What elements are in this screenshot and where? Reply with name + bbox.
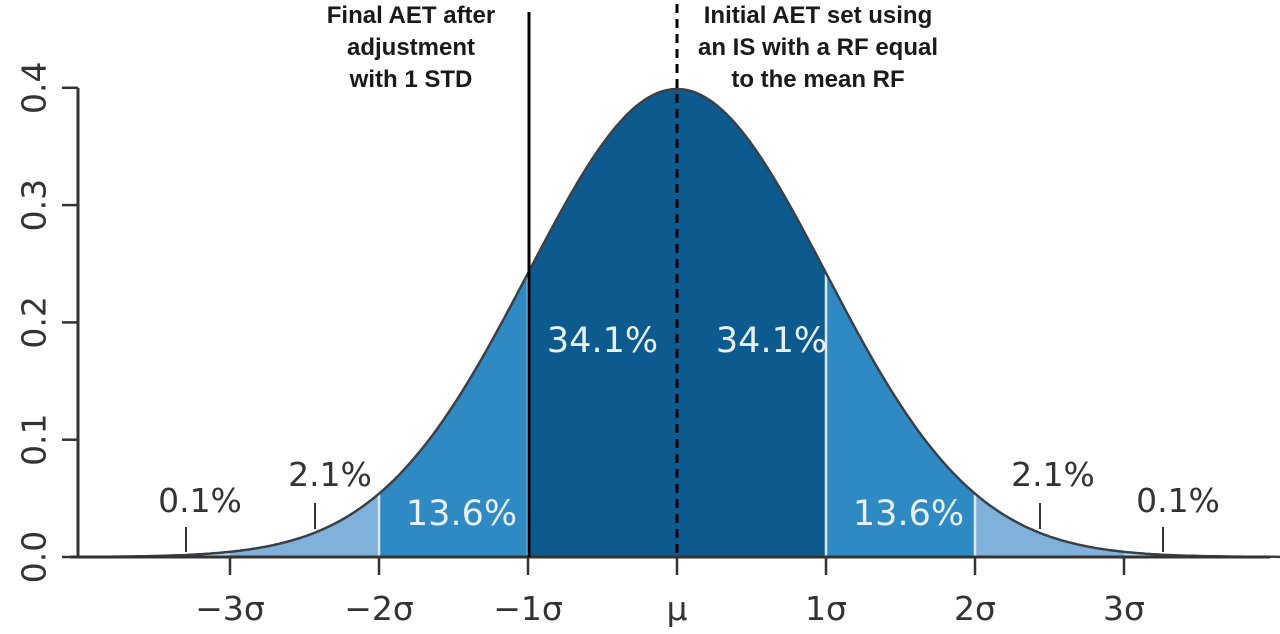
y-tick-label-0-1: 0.1 <box>15 413 54 465</box>
y-tick-label-0-4: 0.4 <box>15 62 54 114</box>
annotations-layer: Final AET after adjustment with 1 STD Initi… <box>327 2 938 557</box>
labels-layer: 34.1% 34.1% 13.6% 13.6% 2.1% 2.1% 0.1% 0.1% <box>158 321 1220 552</box>
y-tick-label-0-3: 0.3 <box>15 179 54 231</box>
pct-label-2: 13.6% <box>406 494 517 534</box>
annotation-text-0-2: with 1 STD <box>349 66 473 93</box>
x-tick-label-3: −3σ <box>195 589 265 628</box>
y-tick-label-0-2: 0.2 <box>15 296 54 348</box>
annotation-text-1-2: to the mean RF <box>731 66 904 93</box>
x-tick-label-2: 2σ <box>954 589 996 628</box>
region-5 <box>975 493 1124 557</box>
x-tick-label-2: −2σ <box>344 589 414 628</box>
curve-layer <box>81 87 1280 559</box>
region-4 <box>230 493 379 557</box>
x-tick-label-1: −1σ <box>493 589 563 628</box>
pct-label-7: 0.1% <box>1136 481 1220 520</box>
pct-label-1: 34.1% <box>716 321 827 361</box>
pct-label-5: 2.1% <box>1011 455 1095 494</box>
x-tick-label-3: 3σ <box>1103 589 1145 628</box>
annotation-text-1-1: an IS with a RF equal <box>698 34 938 61</box>
axes-layer: 0.0 0.1 0.2 0.3 0.4 −3σ −2σ −1σ μ 1σ 2σ 3σ <box>15 62 1270 628</box>
annotation-text-1-0: Initial AET set using <box>704 2 932 29</box>
annotation-text-0-1: adjustment <box>347 34 475 61</box>
pct-label-4: 2.1% <box>288 455 372 494</box>
pct-label-0: 34.1% <box>547 321 658 361</box>
x-tick-label-item: μ <box>667 589 688 628</box>
x-tick-label-1: 1σ <box>805 589 847 628</box>
annotation-text-0-0: Final AET after <box>327 2 495 29</box>
y-tick-label-0-0: 0.0 <box>15 531 54 583</box>
density-curve <box>81 87 1280 559</box>
pct-label-6: 0.1% <box>158 481 242 520</box>
pct-label-3: 13.6% <box>853 494 964 534</box>
